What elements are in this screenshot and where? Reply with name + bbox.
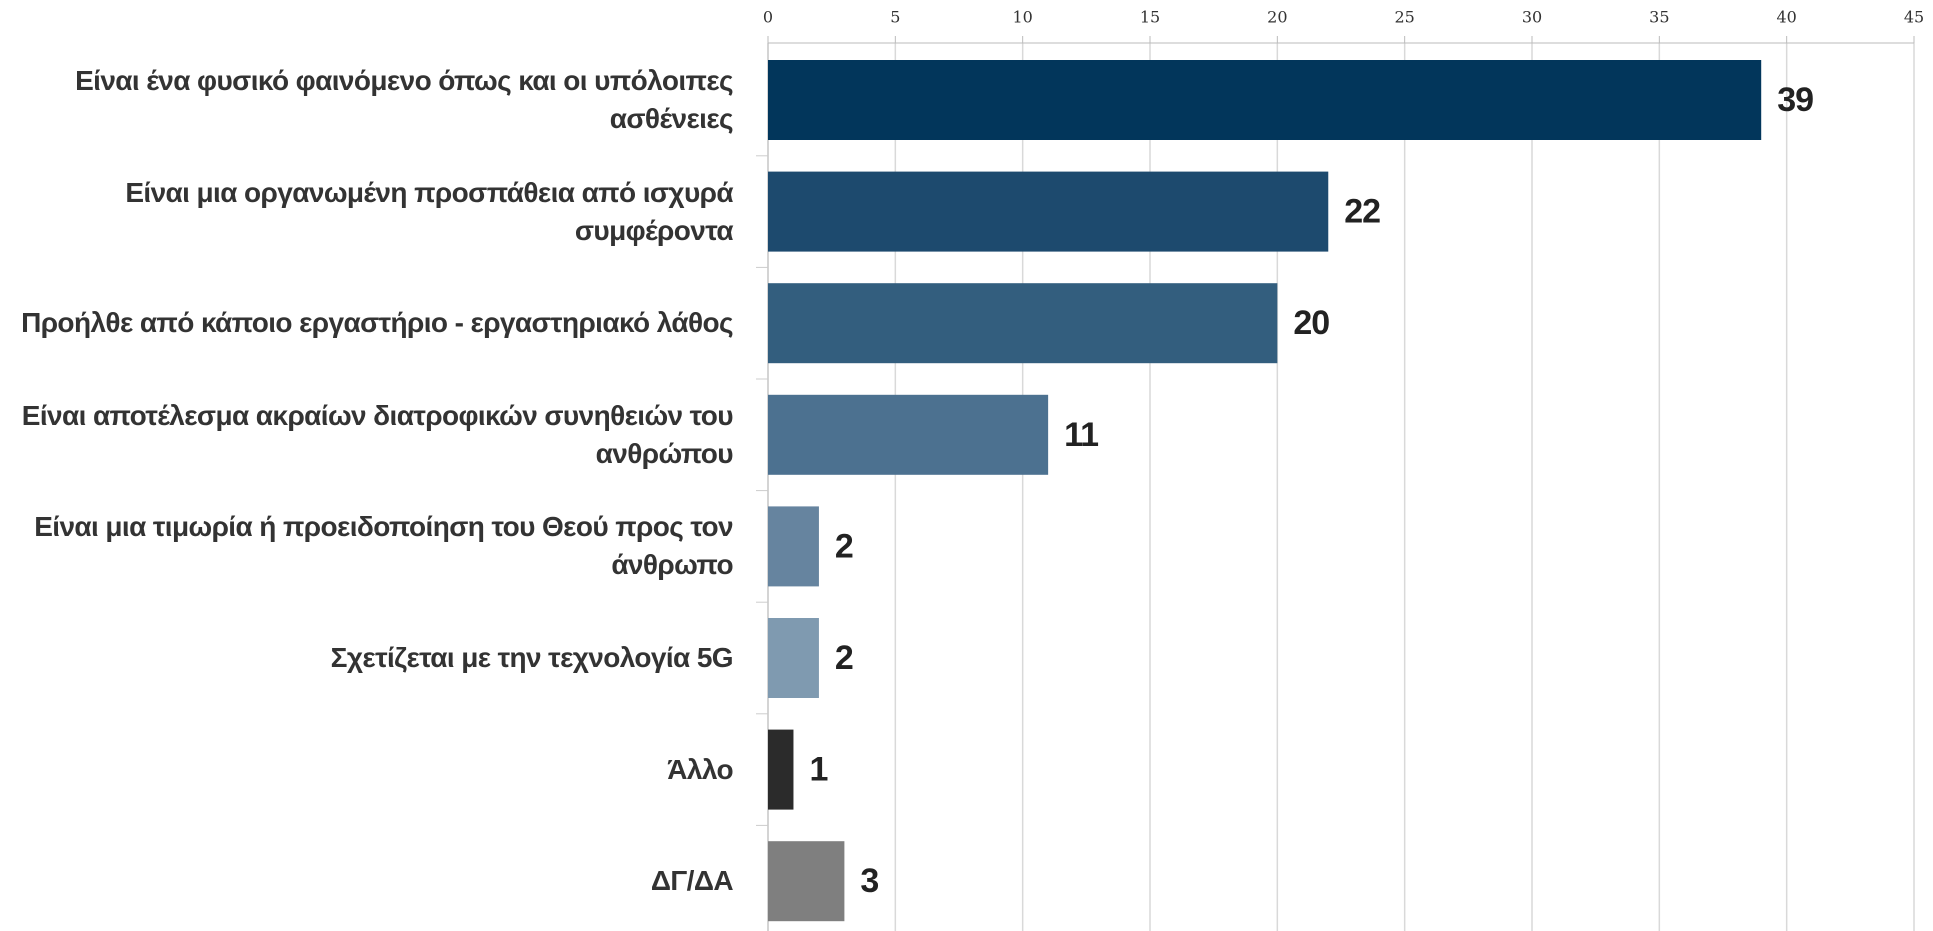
value-label: 20 — [1293, 304, 1329, 342]
category-label: Σχετίζεται με την τεχνολογία 5G — [330, 642, 734, 673]
x-tick-label: 25 — [1394, 8, 1414, 27]
category-label: Είναι μια οργανωμένη προσπάθεια από ισχυ… — [125, 176, 733, 246]
bar — [768, 60, 1762, 140]
x-tick-label: 45 — [1904, 8, 1924, 27]
category-label: Είναι ένα φυσικό φαινόμενο όπως και οι υ… — [75, 65, 734, 134]
x-tick-label: 35 — [1649, 8, 1669, 27]
x-tick-label: 40 — [1776, 8, 1796, 27]
value-label: 3 — [860, 862, 878, 900]
bar — [768, 841, 845, 922]
x-tick-label: 20 — [1267, 8, 1287, 27]
value-label: 2 — [835, 639, 853, 677]
category-label: Προήλθε από κάποιο εργαστήριο - εργαστηρ… — [21, 307, 734, 339]
bar — [768, 171, 1329, 252]
category-label: Είναι αποτέλεσμα ακραίων διατροφικών συν… — [21, 399, 734, 469]
value-label: 11 — [1064, 416, 1098, 454]
value-label: 39 — [1777, 81, 1813, 119]
category-label: Άλλο — [667, 753, 733, 785]
x-tick-label: 15 — [1140, 8, 1160, 27]
bar — [768, 618, 819, 698]
category-label: Είναι μια τιμωρία ή προειδοποίηση του Θε… — [34, 511, 733, 581]
bar — [768, 729, 794, 810]
value-label: 1 — [809, 751, 827, 789]
bar — [768, 394, 1049, 475]
bar — [768, 506, 819, 587]
x-tick-label: 10 — [1012, 8, 1032, 27]
x-tick-label: 5 — [890, 8, 900, 27]
x-tick-label: 30 — [1522, 8, 1542, 27]
x-tick-label: 0 — [763, 8, 773, 27]
category-label: ΔΓ/ΔΑ — [650, 865, 734, 897]
value-label: 2 — [835, 527, 853, 565]
value-label: 22 — [1344, 193, 1380, 231]
bar — [768, 283, 1278, 364]
